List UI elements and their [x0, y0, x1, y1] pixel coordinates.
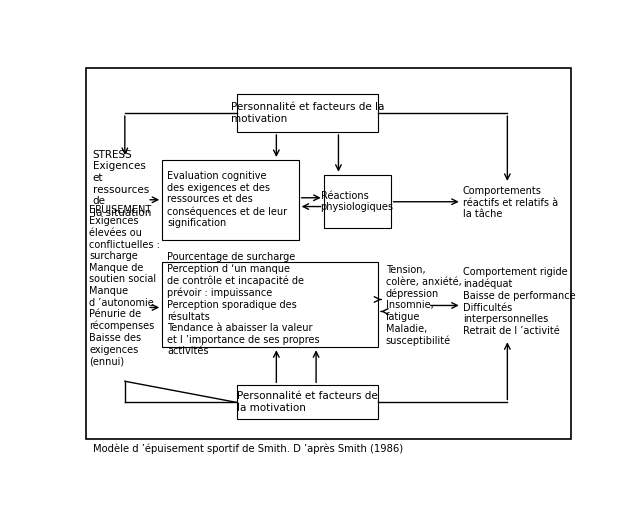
Text: Evaluation cognitive
des exigences et des
ressources et des
conséquences et de l: Evaluation cognitive des exigences et de… — [167, 171, 287, 228]
Text: Comportement rigide
inadéquat
Baisse de performance
Difficultés
interpersonnelle: Comportement rigide inadéquat Baisse de … — [463, 267, 575, 336]
FancyBboxPatch shape — [162, 160, 299, 240]
Text: Personnalité et facteurs de la
motivation: Personnalité et facteurs de la motivatio… — [231, 102, 384, 124]
FancyBboxPatch shape — [162, 262, 378, 348]
FancyBboxPatch shape — [86, 68, 571, 439]
Text: STRESS
Exigences
et
ressources
de
la situation: STRESS Exigences et ressources de la sit… — [92, 150, 151, 218]
Text: Comportements
réactifs et relatifs à
la tâche: Comportements réactifs et relatifs à la … — [463, 186, 558, 219]
Text: Modèle d ’épuisement sportif de Smith. D ’après Smith (1986): Modèle d ’épuisement sportif de Smith. D… — [92, 444, 403, 454]
Text: Réactions
physiologiques: Réactions physiologiques — [320, 191, 394, 212]
FancyBboxPatch shape — [237, 385, 378, 419]
Text: Pourcentage de surcharge
Perception d ‘un manque
de contrôle et incapacité de
pr: Pourcentage de surcharge Perception d ‘u… — [167, 252, 320, 356]
Text: EPUISEMENT
Exigences
élevées ou
conflictuelles :
surcharge
Manque de
soutien soc: EPUISEMENT Exigences élevées ou conflict… — [89, 205, 160, 366]
Text: Personnalité et facteurs de
la motivation: Personnalité et facteurs de la motivatio… — [237, 392, 378, 413]
Text: Tension,
colère, anxiété,
dépression
Insomnie,
fatigue
Maladie,
susceptibilité: Tension, colère, anxiété, dépression Ins… — [386, 265, 462, 346]
FancyBboxPatch shape — [324, 175, 390, 228]
FancyBboxPatch shape — [237, 94, 378, 132]
